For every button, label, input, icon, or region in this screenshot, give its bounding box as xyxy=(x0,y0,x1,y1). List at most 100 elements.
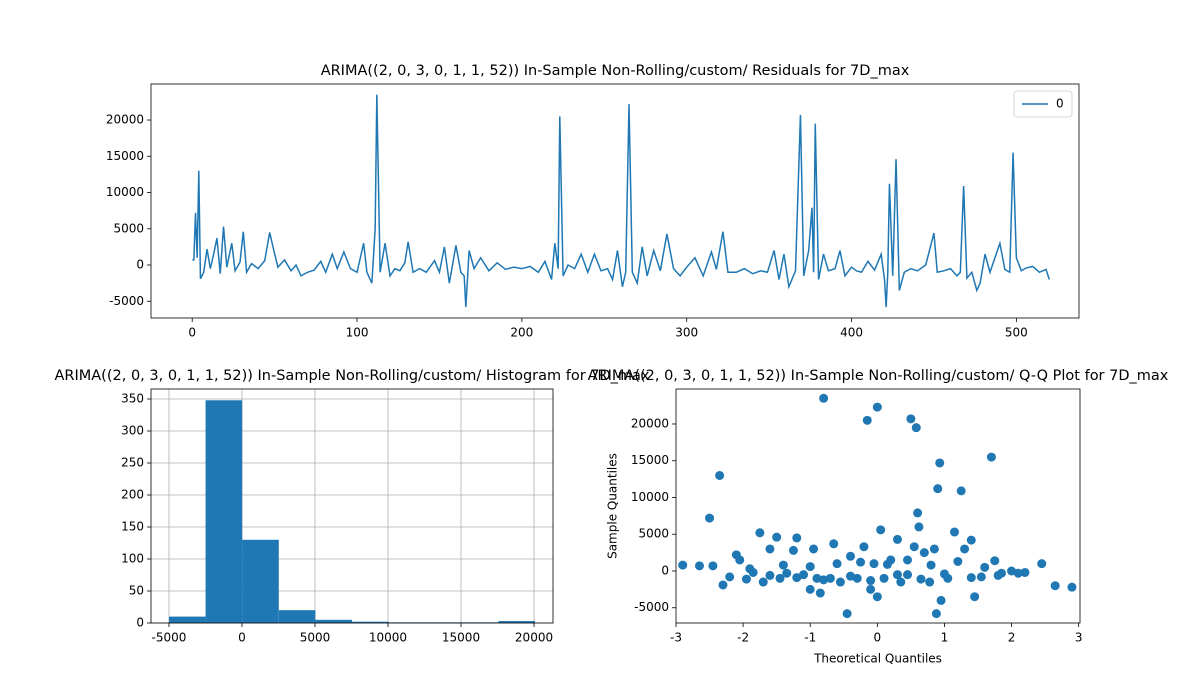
scatter-point xyxy=(845,571,855,581)
x-tick-label: 500 xyxy=(1005,326,1028,340)
y-tick-label: 5000 xyxy=(113,221,144,235)
scatter-point xyxy=(805,584,815,594)
histogram-bar xyxy=(315,619,352,623)
scatter-point xyxy=(970,592,980,602)
scatter-point xyxy=(929,544,939,554)
chart-title: ARIMA((2, 0, 3, 0, 1, 1, 52)) In-Sample … xyxy=(321,63,910,79)
scatter-point xyxy=(939,569,949,579)
scatter-point xyxy=(903,570,913,580)
scatter-point xyxy=(916,574,926,584)
legend: 0 xyxy=(1013,90,1073,118)
scatter-point xyxy=(926,560,936,570)
y-tick-label: 20000 xyxy=(106,113,144,127)
chart-title: ARIMA((2, 0, 3, 0, 1, 1, 52)) In-Sample … xyxy=(54,368,649,384)
scatter-point xyxy=(856,557,866,567)
scatter-point xyxy=(892,534,902,544)
scatter-point xyxy=(755,528,765,538)
histogram-bar xyxy=(352,621,389,623)
scatter-point xyxy=(832,559,842,569)
histogram-bar xyxy=(168,616,206,623)
data-line xyxy=(192,94,1051,308)
scatter-point xyxy=(882,559,892,569)
scatter-point xyxy=(842,609,852,619)
scatter-point xyxy=(986,452,996,462)
x-tick-label: 5000 xyxy=(300,631,331,645)
scatter-point xyxy=(903,555,913,565)
scatter-point xyxy=(745,564,755,574)
axes-frame xyxy=(675,388,1081,624)
y-tick-label: 20000 xyxy=(631,416,669,430)
scatter-point xyxy=(869,559,879,569)
scatter-point xyxy=(805,562,815,572)
scatter-point xyxy=(1013,568,1023,578)
histogram-bar xyxy=(278,610,316,623)
y-tick-label: 0 xyxy=(661,563,669,577)
histogram-bar xyxy=(498,621,536,623)
scatter-point xyxy=(931,609,941,619)
legend-label: 0 xyxy=(1056,97,1064,111)
axes-frame xyxy=(150,83,1080,319)
y-axis-label: Sample Quantiles xyxy=(606,453,620,559)
scatter-point xyxy=(708,561,718,571)
scatter-point xyxy=(809,544,819,554)
scatter-point xyxy=(914,522,924,532)
scatter-point xyxy=(859,542,869,552)
scatter-point xyxy=(778,560,788,570)
x-tick-label: 300 xyxy=(675,326,698,340)
histogram-bar xyxy=(205,400,243,623)
scatter-point xyxy=(788,545,798,555)
x-axis-label: Theoretical Quantiles xyxy=(813,652,942,666)
scatter-point xyxy=(815,588,825,598)
scatter-point xyxy=(758,577,768,587)
scatter-point xyxy=(792,573,802,583)
scatter-point xyxy=(950,527,960,537)
scatter-point xyxy=(772,532,782,542)
y-tick-label: 200 xyxy=(121,487,144,501)
scatter-point xyxy=(845,551,855,561)
scatter-point xyxy=(705,513,715,523)
scatter-point xyxy=(960,544,970,554)
x-tick-label: 15000 xyxy=(442,631,480,645)
scatter-point xyxy=(925,577,935,587)
axes: -5000 0 5000 10000 15000 20000 0 50 100 150 200 250… xyxy=(54,368,649,645)
scatter-point xyxy=(799,570,809,580)
y-tick-label: 10000 xyxy=(631,490,669,504)
y-tick-label: 350 xyxy=(121,391,144,405)
y-tick-label: 10000 xyxy=(106,185,144,199)
y-tick-label: -5000 xyxy=(109,294,144,308)
y-tick-label: 0 xyxy=(136,258,144,272)
scatter-point xyxy=(835,577,845,587)
scatter-point xyxy=(936,595,946,605)
y-tick-label: 300 xyxy=(121,423,144,437)
x-tick-label: 200 xyxy=(510,326,533,340)
y-tick-label: 0 xyxy=(136,616,144,630)
scatter-point xyxy=(876,525,886,535)
scatter-point xyxy=(741,574,751,584)
scatter-point xyxy=(718,580,728,590)
y-tick-label: 150 xyxy=(121,519,144,533)
scatter-point xyxy=(829,539,839,549)
scatter-point xyxy=(862,415,872,425)
scatter-point xyxy=(866,576,876,586)
scatter-point xyxy=(1050,581,1060,591)
scatter-point xyxy=(990,556,1000,566)
y-tick-label: -5000 xyxy=(634,600,669,614)
axes: -3 -2 -1 0 1 2 3 -5000 0 5000 10000 15000 20000 ARIMA… xyxy=(588,368,1169,666)
scatter-point xyxy=(715,470,725,480)
scatter-point xyxy=(966,535,976,545)
y-tick-label: 100 xyxy=(121,551,144,565)
scatter-point xyxy=(906,414,916,424)
scatter-point xyxy=(812,573,822,583)
scatter-point xyxy=(879,573,889,583)
axes-frame xyxy=(150,388,554,624)
scatter-point xyxy=(725,572,735,582)
x-tick-label: -2 xyxy=(737,631,749,645)
scatter-point xyxy=(993,570,1003,580)
scatter-point xyxy=(872,402,882,412)
x-tick-label: 0 xyxy=(188,326,196,340)
x-tick-label: 400 xyxy=(840,326,863,340)
scatter-point xyxy=(896,577,906,587)
scatter-point xyxy=(919,548,929,558)
scatter-point xyxy=(819,575,829,585)
